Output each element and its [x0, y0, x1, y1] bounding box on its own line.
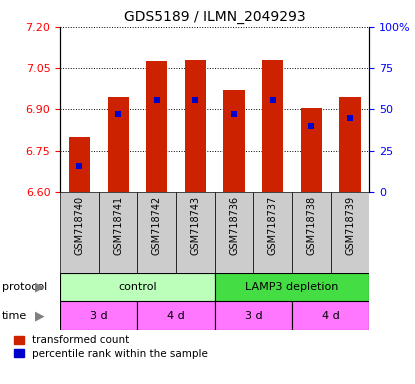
Title: GDS5189 / ILMN_2049293: GDS5189 / ILMN_2049293 — [124, 10, 305, 25]
Text: GSM718741: GSM718741 — [113, 196, 123, 255]
FancyBboxPatch shape — [137, 301, 215, 330]
Legend: transformed count, percentile rank within the sample: transformed count, percentile rank withi… — [14, 336, 208, 359]
FancyBboxPatch shape — [215, 192, 254, 273]
Text: ▶: ▶ — [34, 281, 44, 293]
Text: ▶: ▶ — [34, 310, 44, 322]
FancyBboxPatch shape — [215, 301, 292, 330]
Text: 4 d: 4 d — [322, 311, 339, 321]
Bar — [301, 108, 322, 192]
Text: control: control — [118, 282, 157, 292]
Bar — [146, 61, 167, 192]
Text: GSM718736: GSM718736 — [229, 196, 239, 255]
FancyBboxPatch shape — [292, 301, 369, 330]
FancyBboxPatch shape — [137, 192, 176, 273]
Text: GSM718740: GSM718740 — [75, 196, 85, 255]
Text: protocol: protocol — [2, 282, 47, 292]
FancyBboxPatch shape — [254, 192, 292, 273]
Bar — [69, 137, 90, 192]
Bar — [223, 90, 245, 192]
Text: GSM718738: GSM718738 — [306, 196, 316, 255]
Text: 4 d: 4 d — [167, 311, 185, 321]
Text: LAMP3 depletion: LAMP3 depletion — [245, 282, 339, 292]
FancyBboxPatch shape — [60, 273, 215, 301]
FancyBboxPatch shape — [176, 192, 215, 273]
Bar — [339, 97, 361, 192]
FancyBboxPatch shape — [331, 192, 369, 273]
Text: 3 d: 3 d — [90, 311, 107, 321]
FancyBboxPatch shape — [99, 192, 137, 273]
Bar — [262, 60, 283, 192]
Bar — [107, 97, 129, 192]
Text: 3 d: 3 d — [244, 311, 262, 321]
Text: GSM718737: GSM718737 — [268, 196, 278, 255]
FancyBboxPatch shape — [60, 301, 137, 330]
Text: GSM718743: GSM718743 — [190, 196, 200, 255]
Text: GSM718739: GSM718739 — [345, 196, 355, 255]
Text: time: time — [2, 311, 27, 321]
FancyBboxPatch shape — [60, 192, 99, 273]
FancyBboxPatch shape — [215, 273, 369, 301]
Bar — [185, 60, 206, 192]
FancyBboxPatch shape — [292, 192, 331, 273]
Text: GSM718742: GSM718742 — [152, 196, 162, 255]
